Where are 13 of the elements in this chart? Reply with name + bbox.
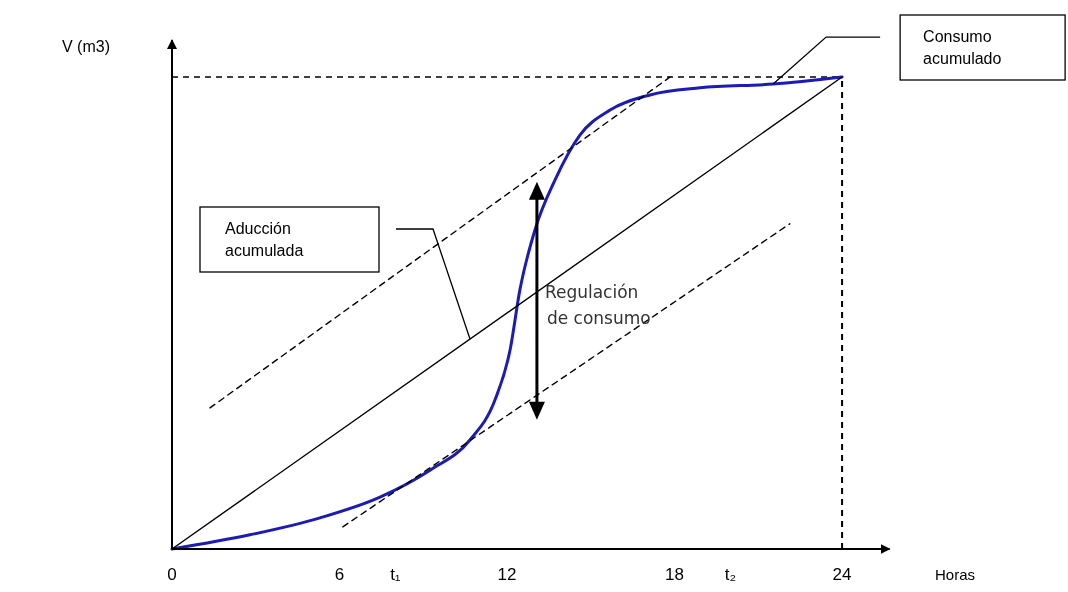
x-tick-label: 12 xyxy=(497,565,517,584)
x-axis-title: Horas xyxy=(935,566,976,583)
x-tick-label: 6 xyxy=(334,565,345,584)
x-tick-label: t₂ xyxy=(724,565,737,584)
callout: Consumo acumulado xyxy=(772,14,1066,85)
callout: Aducción acumulada xyxy=(199,206,471,340)
y-axis-title: V (m3) xyxy=(62,38,110,55)
x-tick-label: t₁ xyxy=(390,565,401,584)
annotation: Aducción acumulada xyxy=(225,220,304,259)
x-tick-label: 24 xyxy=(832,565,852,584)
x-tick-label: 18 xyxy=(665,565,685,584)
x-tick-label: 0 xyxy=(167,565,177,584)
annotation: Regulación de consumo xyxy=(544,281,651,328)
